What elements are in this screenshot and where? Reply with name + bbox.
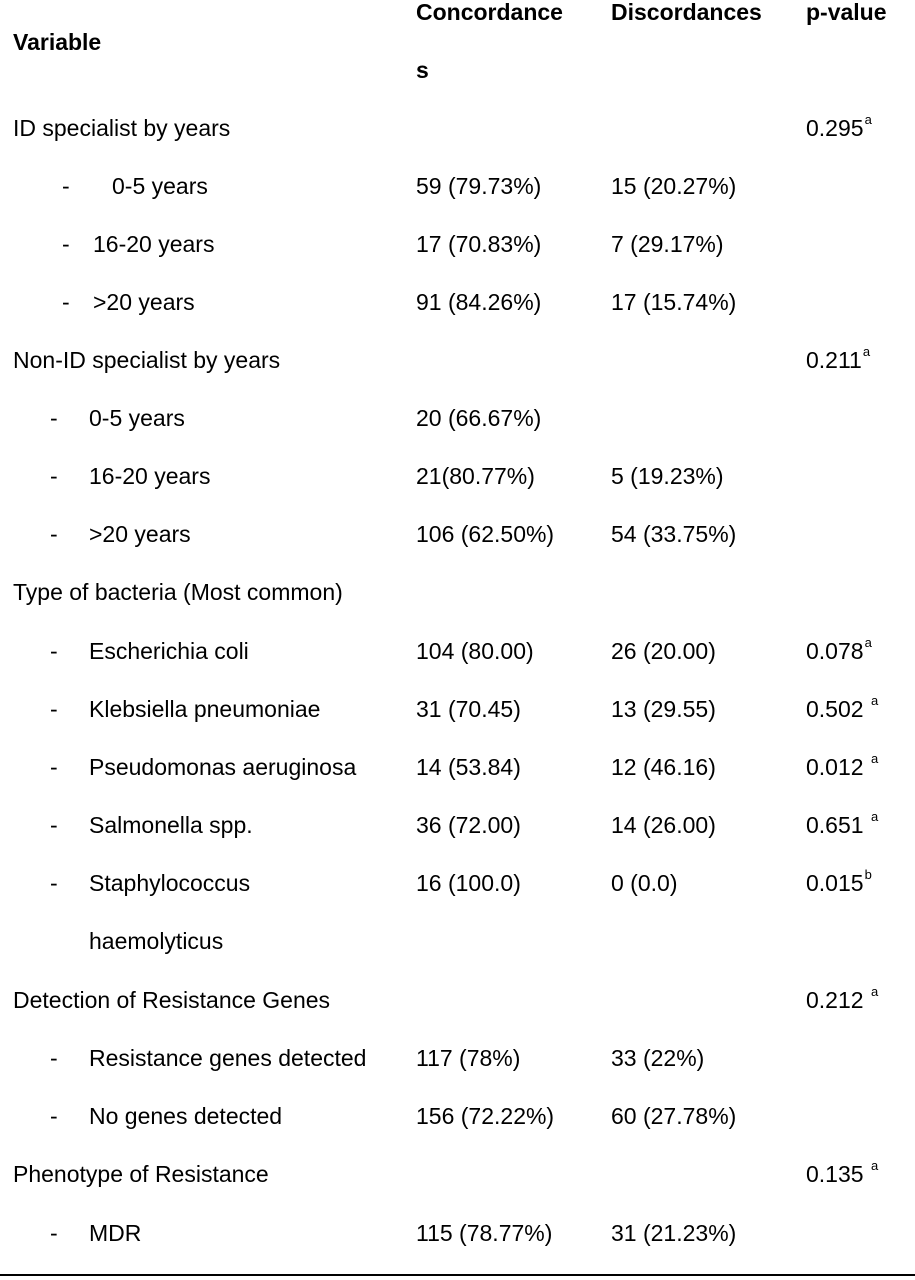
section-pvalue: 0.135 a [806, 1158, 879, 1187]
row-label: 16-20 years [89, 463, 211, 489]
row-dash: - [50, 521, 58, 547]
row-concordance: 14 (53.84) [416, 754, 521, 780]
section-pvalue: 0.212 a [806, 984, 879, 1013]
row-concordance: 117 (78%) [416, 1045, 521, 1071]
row-dash: - [50, 463, 58, 489]
row-label: 0-5 years [89, 405, 185, 431]
row-discordance: 13 (29.55) [611, 696, 716, 722]
row-pvalue: 0.012 a [806, 751, 879, 780]
row-dash: - [50, 1045, 58, 1071]
row-label: >20 years [93, 289, 195, 315]
row-discordance: 60 (27.78%) [611, 1103, 737, 1129]
row-label: Pseudomonas aeruginosa [89, 754, 357, 780]
section-title: Non-ID specialist by years [13, 347, 281, 373]
row-discordance: 5 (19.23%) [611, 463, 724, 489]
row-label: 0-5 years [112, 173, 208, 199]
row-discordance: 0 (0.0) [611, 870, 678, 896]
row-label-wrap: haemolyticus [89, 928, 224, 954]
row-label: MDR [89, 1220, 142, 1246]
row-label: >20 years [89, 521, 191, 547]
header-concordance: Concordance [416, 0, 563, 25]
table-bottom-rule [0, 1274, 915, 1276]
row-concordance: 16 (100.0) [416, 870, 521, 896]
section-title: ID specialist by years [13, 115, 231, 141]
row-concordance: 31 (70.45) [416, 696, 521, 722]
section-title: Phenotype of Resistance [13, 1161, 269, 1187]
row-label: 16-20 years [93, 231, 215, 257]
row-dash: - [50, 754, 58, 780]
row-discordance: 15 (20.27%) [611, 173, 737, 199]
row-discordance: 14 (26.00) [611, 812, 716, 838]
row-discordance: 7 (29.17%) [611, 231, 724, 257]
header-concordance-wrap: s [416, 57, 429, 83]
row-pvalue: 0.015b [806, 867, 872, 896]
row-concordance: 104 (80.00) [416, 638, 534, 664]
section-pvalue: 0.211a [806, 344, 871, 373]
row-label: No genes detected [89, 1103, 283, 1129]
row-label: Resistance genes detected [89, 1045, 367, 1071]
row-dash: - [50, 1103, 58, 1129]
row-label: Salmonella spp. [89, 812, 253, 838]
row-label: Staphylococcus [89, 870, 251, 896]
row-label: Escherichia coli [89, 638, 249, 664]
row-concordance: 115 (78.77%) [416, 1220, 553, 1246]
row-dash: - [50, 812, 58, 838]
header-pvalue: p-value [806, 0, 887, 25]
row-discordance: 17 (15.74%) [611, 289, 737, 315]
row-dash: - [50, 870, 58, 896]
row-discordance: 33 (22%) [611, 1045, 705, 1071]
row-concordance: 156 (72.22%) [416, 1103, 555, 1129]
row-concordance: 91 (84.26%) [416, 289, 542, 315]
row-concordance: 21(80.77%) [416, 463, 535, 489]
section-pvalue: 0.295a [806, 112, 872, 141]
row-concordance: 59 (79.73%) [416, 173, 542, 199]
row-dash: - [62, 289, 70, 315]
row-pvalue: 0.502 a [806, 693, 879, 722]
row-discordance: 31 (21.23%) [611, 1220, 737, 1246]
section-title: Type of bacteria (Most common) [13, 579, 343, 605]
row-dash: - [50, 1220, 58, 1246]
header-variable: Variable [13, 29, 102, 55]
row-label: Klebsiella pneumoniae [89, 696, 321, 722]
row-concordance: 17 (70.83%) [416, 231, 542, 257]
row-concordance: 20 (66.67%) [416, 405, 542, 431]
header-discordances: Discordances [611, 0, 762, 25]
row-concordance: 106 (62.50%) [416, 521, 555, 547]
row-pvalue: 0.078a [806, 635, 872, 664]
row-discordance: 26 (20.00) [611, 638, 716, 664]
row-discordance: 12 (46.16) [611, 754, 716, 780]
row-dash: - [50, 405, 58, 431]
row-dash: - [50, 696, 58, 722]
row-discordance: 54 (33.75%) [611, 521, 737, 547]
row-concordance: 36 (72.00) [416, 812, 521, 838]
section-title: Detection of Resistance Genes [13, 987, 331, 1013]
row-dash: - [62, 173, 70, 199]
row-dash: - [50, 638, 58, 664]
row-pvalue: 0.651 a [806, 809, 879, 838]
row-dash: - [62, 231, 70, 257]
